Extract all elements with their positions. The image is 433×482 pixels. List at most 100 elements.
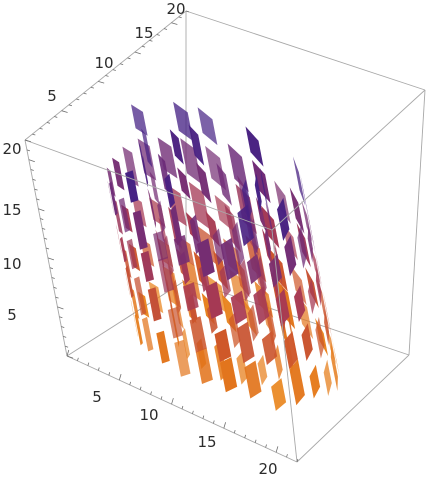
axis-tick — [40, 218, 44, 220]
axis-tick — [36, 198, 40, 201]
box-edge — [185, 10, 426, 91]
surface-strip — [126, 238, 138, 270]
axis-tick — [163, 28, 168, 30]
surface-strip — [255, 196, 267, 234]
surface-strip — [118, 197, 131, 233]
x-tick-label: 15 — [197, 433, 216, 451]
surface-strip — [119, 236, 127, 263]
axis-tick — [120, 63, 124, 66]
axis-tick — [61, 326, 65, 328]
surface-strip — [196, 162, 212, 204]
surface-strip — [229, 268, 250, 312]
surface-strip — [230, 290, 248, 325]
axis-tick — [53, 286, 57, 289]
axis-tick — [32, 133, 36, 136]
axis-tick — [139, 386, 142, 390]
axis-tick — [265, 444, 267, 448]
axis-tick — [77, 357, 79, 361]
axis-tick — [63, 335, 67, 338]
axis-tick — [286, 454, 288, 458]
surface-strip — [109, 181, 118, 216]
axis-tick — [61, 110, 68, 113]
axis-tick — [98, 80, 105, 84]
surface-strip — [252, 160, 271, 204]
surface-strip — [199, 262, 210, 293]
axis-tick — [43, 237, 48, 240]
surface-strip — [149, 171, 160, 205]
axis-tick — [76, 98, 80, 101]
axis-tick — [90, 86, 94, 89]
y-tick-label: 20 — [166, 0, 185, 18]
surface-strip — [228, 311, 241, 348]
surface-strip — [289, 359, 305, 406]
surface-strip — [239, 258, 251, 302]
y-axis-labels: 5 10 15 20 — [47, 0, 185, 105]
axis-tick — [66, 355, 74, 359]
surface-strip — [260, 167, 268, 211]
axis-tick — [87, 362, 90, 366]
y-tick-label: 10 — [94, 54, 113, 72]
surface-strip — [125, 170, 139, 203]
box-edge — [185, 279, 410, 356]
axis-tick — [55, 296, 59, 299]
x-tick-label: 20 — [258, 460, 277, 478]
z-tick-label: 20 — [2, 140, 21, 158]
x-tick-label: 5 — [92, 388, 102, 406]
y-tick-label: 5 — [47, 87, 57, 105]
surface-strip — [173, 234, 190, 266]
surface-strip — [116, 224, 122, 254]
surface-strip — [289, 187, 305, 234]
axis-tick — [59, 316, 63, 319]
axis-tick — [68, 104, 73, 107]
axis-tick — [244, 434, 247, 439]
surface-strip — [150, 196, 156, 229]
surface-strip — [257, 354, 268, 386]
surface-strip — [254, 173, 262, 213]
axis-ticks — [24, 10, 299, 463]
axis-tick — [51, 277, 55, 279]
axis-tick — [275, 446, 279, 453]
axis-tick — [233, 429, 236, 434]
axis-tick — [181, 405, 184, 410]
surface-strip — [264, 225, 271, 260]
axis-tick — [202, 415, 205, 419]
axis-tick — [54, 116, 58, 118]
surface-strip — [294, 285, 306, 322]
surface-strip — [137, 138, 157, 181]
surface-strip — [306, 203, 316, 256]
surface-strip — [323, 291, 333, 343]
surface-strip — [236, 351, 248, 385]
surface-strip — [164, 173, 175, 209]
surface-strip — [197, 107, 218, 146]
axis-tick — [42, 227, 46, 230]
z-tick-label: 5 — [7, 306, 17, 324]
surface-strip — [122, 146, 139, 187]
surface-strip — [125, 270, 131, 297]
surface-strip — [174, 339, 191, 377]
axis-tick — [171, 22, 178, 25]
axis-tick — [223, 422, 227, 429]
axis-tick — [171, 398, 174, 405]
surface-strip — [307, 224, 313, 263]
plot-box-front — [24, 89, 426, 463]
surface-strip — [107, 180, 115, 215]
axis-tick — [105, 75, 109, 77]
surface-strip — [125, 265, 134, 298]
surface-strip — [189, 316, 207, 353]
surface-strip — [182, 328, 191, 360]
surface-strip — [173, 101, 194, 142]
surface-strip — [309, 364, 321, 399]
surface-strip — [284, 235, 297, 277]
axis-tick — [28, 159, 35, 163]
surface-strip — [220, 237, 239, 281]
axis-tick — [156, 34, 160, 36]
surface-strip — [220, 357, 238, 393]
surface-strip — [141, 128, 153, 168]
surface-strip — [196, 238, 215, 278]
surface-strip — [134, 276, 147, 316]
surface-strip — [172, 279, 182, 314]
surface-strip — [180, 138, 202, 185]
axis-tick — [83, 92, 87, 95]
surface-strip — [214, 328, 232, 362]
